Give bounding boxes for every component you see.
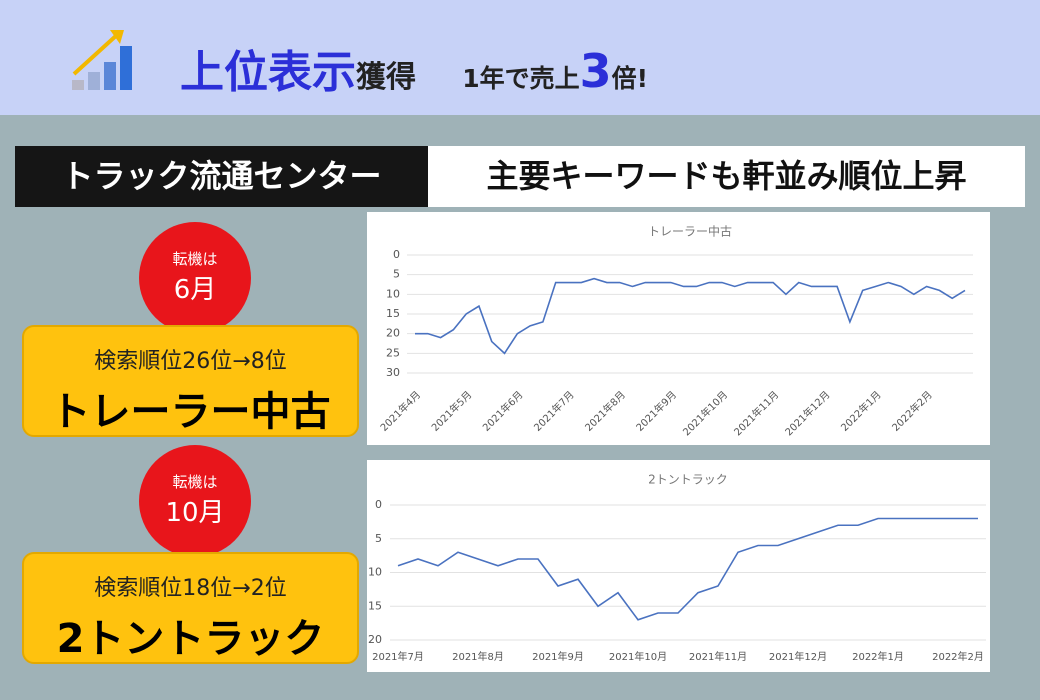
turn-badge: 転機は 6月 [139,222,251,334]
y-tick-label: 15 [368,599,382,612]
case-box: 検索順位26位→8位 トレーラー中古 [22,325,359,437]
y-tick-label: 0 [375,498,382,511]
rank-change: 検索順位26位→8位 [94,349,287,374]
header-text: 上位表示獲得 1年で売上3倍! [180,36,648,100]
rank-change: 検索順位18位→2位 [94,576,287,601]
turn-label: 転機は [172,473,218,491]
y-tick-label: 0 [393,248,400,261]
x-tick-label: 2022年2月 [889,388,935,434]
banner-left: トラック流通センター [15,146,428,207]
title-main: 上位表示 [180,47,356,98]
tagline: 倍! [611,64,649,93]
turn-label: 転機は [172,250,218,268]
tagline-number: 3 [579,44,612,98]
header: 上位表示獲得 1年で売上3倍! [0,0,1040,115]
tagline: 1年で売上 [462,64,580,93]
x-tick-label: 2022年2月 [932,650,984,663]
turn-month: 6月 [173,275,217,305]
x-tick-label: 2021年8月 [582,388,628,434]
chart: トレーラー中古 0 5 10 15 20 25 30 2021年4月 2021年5月 2021年6月… [367,212,990,445]
y-tick-label: 20 [386,327,400,340]
x-tick-label: 2021年10月 [680,388,730,438]
chart: 2トントラック 0 5 10 15 20 2021年7月 2021年8月 2021年9月 2021… [367,460,990,672]
x-tick-label: 2021年9月 [633,388,679,434]
x-tick-label: 2021年12月 [769,650,827,663]
x-tick-label: 2022年1月 [838,388,884,434]
x-tick-label: 2021年4月 [377,388,423,434]
x-tick-label: 2021年7月 [372,650,424,663]
data-line [397,517,978,621]
x-tick-label: 2022年1月 [852,650,904,663]
x-tick-label: 2021年5月 [429,388,475,434]
y-tick-label: 5 [393,268,400,281]
chart-title: 2トントラック [648,473,728,487]
y-tick-label: 10 [386,287,400,300]
y-tick-label: 10 [368,566,382,579]
x-tick-label: 2021年7月 [531,388,577,434]
y-tick-label: 20 [368,633,382,646]
x-tick-label: 2021年10月 [609,650,667,663]
x-tick-label: 2021年11月 [731,388,781,438]
y-tick-label: 30 [386,366,400,379]
x-tick-label: 2021年12月 [782,388,832,438]
data-line [415,277,966,355]
x-tick-label: 2021年6月 [480,388,526,434]
y-tick-label: 5 [375,532,382,545]
y-tick-label: 25 [386,346,400,359]
growth-icon [72,30,132,90]
turn-month: 10月 [165,498,225,528]
keyword: トレーラー中古 [50,389,331,435]
x-tick-label: 2021年11月 [689,650,747,663]
x-tick-label: 2021年9月 [532,650,584,663]
banner-right: 主要キーワードも軒並み順位上昇 [428,146,1025,207]
chart-title: トレーラー中古 [648,224,732,239]
turn-badge: 転機は 10月 [139,445,251,557]
title-sub: 獲得 [356,60,416,95]
y-tick-label: 15 [386,307,400,320]
case-box: 検索順位18位→2位 2トントラック [22,552,359,664]
keyword: 2トントラック [56,616,325,662]
x-tick-label: 2021年8月 [452,650,504,663]
